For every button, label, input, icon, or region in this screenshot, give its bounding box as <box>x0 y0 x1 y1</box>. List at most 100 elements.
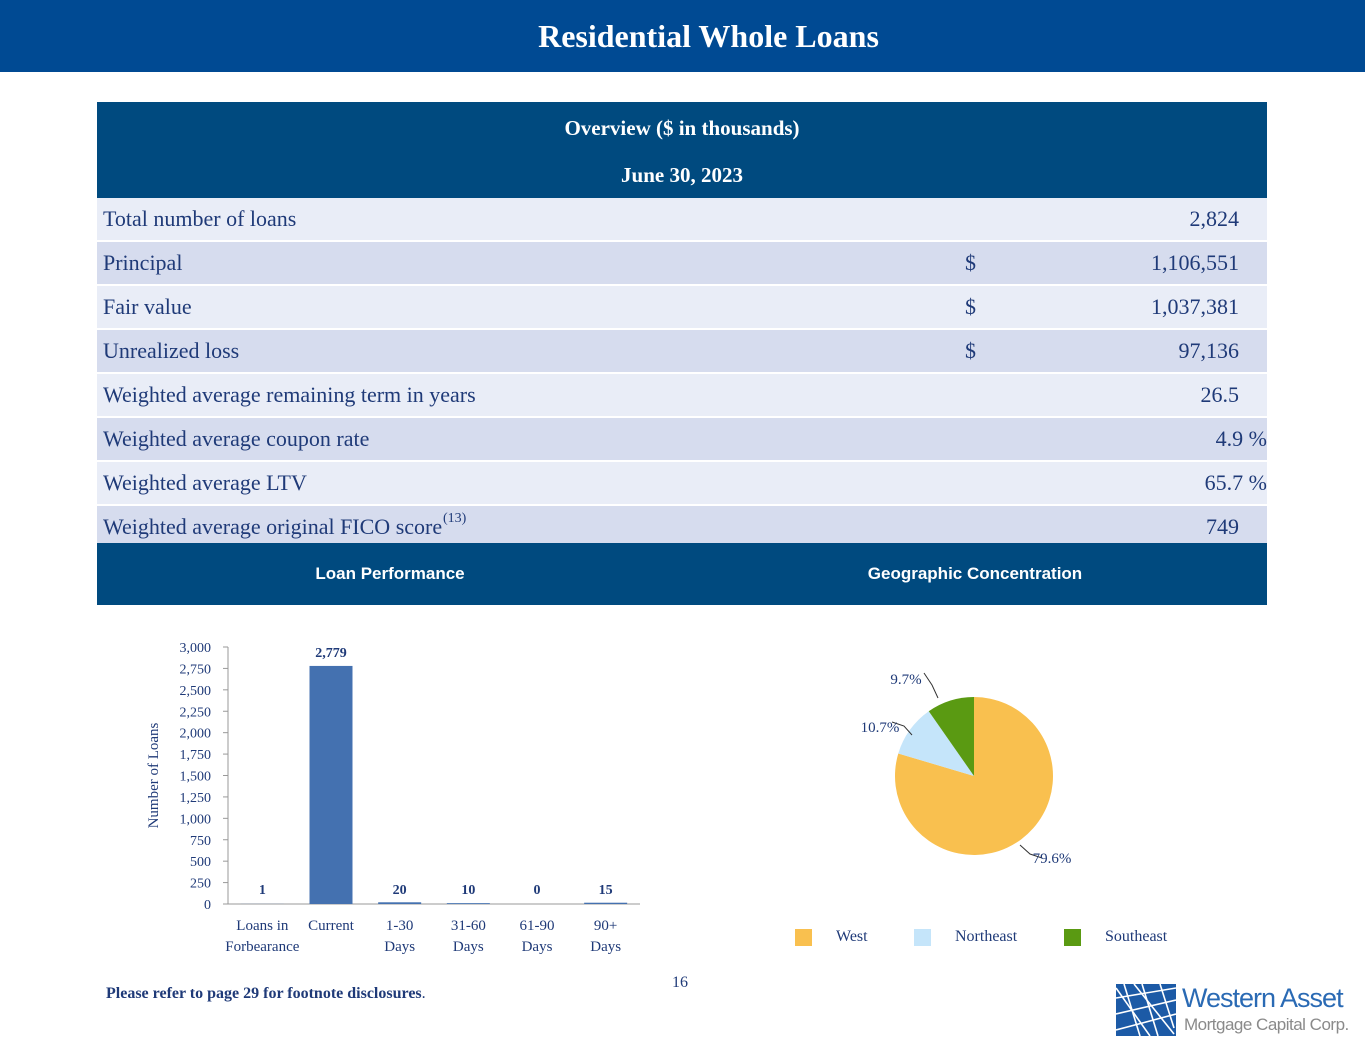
y-tick-label: 0 <box>204 898 211 913</box>
bar-value-label: 1 <box>259 883 266 898</box>
row-value: 749 <box>1206 514 1239 539</box>
dollar-sign: $ <box>965 294 976 319</box>
x-category-label: 1-30 <box>386 918 414 934</box>
row-value: 65.7 % <box>1204 470 1267 495</box>
x-category-label: Days <box>590 939 621 955</box>
geographic-pie-chart: 79.6% 10.7% 9.7% <box>861 672 1072 867</box>
overview-row: Weighted average LTV 65.7 % <box>97 462 1269 506</box>
row-label: Fair value <box>103 294 192 319</box>
bar-value-label: 15 <box>599 883 613 898</box>
bar <box>584 902 628 904</box>
y-tick-label: 3,000 <box>180 641 212 656</box>
pie-legend: West Northeast Southeast <box>795 928 1215 950</box>
section-header-bar: Loan Performance Geographic Concentratio… <box>97 543 1267 605</box>
bar <box>378 902 422 904</box>
y-tick-label: 1,250 <box>180 791 212 806</box>
x-category-label: Current <box>308 918 355 934</box>
footnote-reference: Please refer to page 29 for footnote dis… <box>106 985 426 1003</box>
x-category-label: 31-60 <box>451 918 486 934</box>
row-value: 1,037,381 <box>1151 294 1239 319</box>
pie-leader-line <box>923 672 939 699</box>
row-value: 97,136 <box>1178 338 1240 363</box>
dollar-sign: $ <box>965 250 976 275</box>
geographic-concentration-heading: Geographic Concentration <box>867 564 1083 583</box>
legend-label: Southeast <box>1105 928 1168 945</box>
pie-slice <box>898 711 974 776</box>
y-tick-label: 1,000 <box>180 812 212 827</box>
y-tick-label: 750 <box>190 834 211 849</box>
page-title: Residential Whole Loans <box>538 17 879 54</box>
bar <box>309 665 353 904</box>
pie-slice <box>928 697 974 776</box>
logo-name: Western Asset <box>1182 983 1344 1013</box>
legend-item: Northeast <box>914 928 1017 946</box>
legend-item: West <box>795 928 868 946</box>
legend-item: Southeast <box>1064 928 1167 946</box>
overview-row: Total number of loans 2,824 <box>97 198 1269 242</box>
row-value: 2,824 <box>1189 206 1240 231</box>
row-label: Weighted average LTV <box>103 470 307 495</box>
row-value: 1,106,551 <box>1151 250 1239 275</box>
y-tick-label: 1,500 <box>180 770 212 785</box>
company-logo: Western Asset Mortgage Capital Corp. <box>1115 983 1352 1037</box>
footnote-text: Please refer to page 29 for footnote dis… <box>106 985 422 1002</box>
y-axis-label: Number of Loans <box>146 722 162 828</box>
bar-value-label: 2,779 <box>315 646 347 661</box>
y-tick-label: 2,750 <box>180 662 212 677</box>
bar-value-label: 10 <box>461 883 475 898</box>
page-number: 16 <box>672 974 688 991</box>
row-value: 26.5 <box>1200 382 1240 407</box>
overview-header: Overview ($ in thousands) June 30, 2023 <box>97 102 1267 198</box>
legend-label: Northeast <box>955 928 1018 945</box>
x-category-label: Forbearance <box>225 939 299 955</box>
title-banner: Residential Whole Loans <box>0 0 1365 72</box>
y-tick-label: 250 <box>190 877 211 892</box>
overview-row: Principal $1,106,551 <box>97 242 1269 286</box>
y-tick-label: 2,250 <box>180 705 212 720</box>
y-tick-label: 2,000 <box>180 727 212 742</box>
legend-swatch <box>914 928 931 946</box>
x-category-label: 61-90 <box>520 918 555 934</box>
x-category-label: Loans in <box>236 918 289 934</box>
row-label: Unrealized loss <box>103 338 240 363</box>
pie-slice-label: 79.6% <box>1033 851 1072 867</box>
y-tick-label: 2,500 <box>180 684 212 699</box>
overview-row: Weighted average remaining term in years… <box>97 374 1269 418</box>
bar <box>446 903 490 904</box>
legend-swatch <box>795 928 812 946</box>
pie-slice-label: 9.7% <box>890 672 921 688</box>
logo-globe-icon <box>1115 983 1177 1037</box>
footnote-superscript: (13) <box>443 511 467 526</box>
overview-row: Weighted average coupon rate 4.9 % <box>97 418 1269 462</box>
row-label: Principal <box>103 250 183 275</box>
loan-performance-bar-chart: 0 250 500 750 1,000 1,250 1,500 1,750 2,000 2,250… <box>146 641 640 955</box>
legend-swatch <box>1064 928 1081 946</box>
y-tick-label: 1,750 <box>180 748 212 763</box>
row-label: Weighted average original FICO score <box>103 514 443 539</box>
row-label: Weighted average remaining term in years <box>103 382 476 407</box>
overview-row: Unrealized loss $97,136 <box>97 330 1269 374</box>
pie-leader-line <box>891 721 913 736</box>
legend-label: West <box>836 928 868 945</box>
x-category-label: Days <box>453 939 484 955</box>
row-label: Total number of loans <box>103 206 297 231</box>
bar-value-label: 20 <box>393 883 407 898</box>
overview-table: Total number of loans 2,824 Principal $1,10… <box>97 198 1269 550</box>
x-category-label: 90+ <box>594 918 617 934</box>
pie-leader-line <box>1019 844 1043 859</box>
overview-row: Fair value $1,037,381 <box>97 286 1269 330</box>
pie-slice-label: 10.7% <box>861 720 900 736</box>
overview-row: Weighted average original FICO score (13)… <box>97 506 1269 550</box>
x-category-label: Days <box>384 939 415 955</box>
logo-subtitle: Mortgage Capital Corp. <box>1184 1015 1349 1034</box>
row-label: Weighted average coupon rate <box>103 426 370 451</box>
dollar-sign: $ <box>965 338 976 363</box>
x-category-label: Days <box>522 939 553 955</box>
footnote-period: . <box>421 985 426 1002</box>
row-value: 4.9 % <box>1215 426 1267 451</box>
bar-value-label: 0 <box>534 883 541 898</box>
overview-date: June 30, 2023 <box>621 163 743 187</box>
overview-title: Overview ($ in thousands) <box>564 116 800 140</box>
y-tick-label: 500 <box>190 855 211 870</box>
loan-performance-heading: Loan Performance <box>315 564 465 583</box>
